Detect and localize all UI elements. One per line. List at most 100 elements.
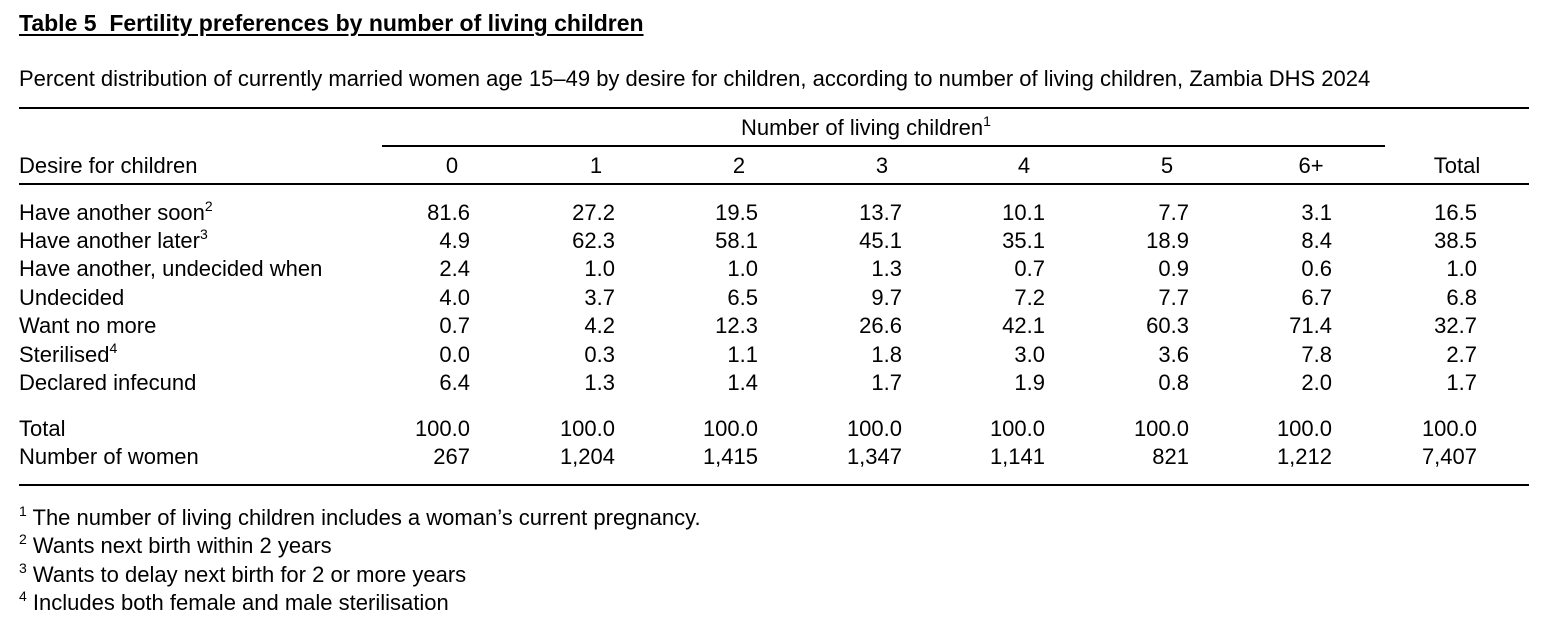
table-cell: 18.9 [1146, 228, 1189, 253]
table-cell: 7.2 [1014, 285, 1045, 310]
table-cell: 58.1 [715, 228, 758, 253]
footnote-text: Wants next birth within 2 years [26, 533, 332, 558]
table-cell: 26.6 [859, 313, 902, 338]
table-cell: 1.0 [584, 256, 615, 281]
footnote-mark: 3 [200, 226, 208, 242]
table-cell: 0.7 [439, 313, 470, 338]
table-cell: 0.9 [1158, 256, 1189, 281]
row-label-text: Want no more [19, 313, 157, 338]
table-cell: 45.1 [859, 228, 902, 253]
column-header: 5 [1160, 153, 1174, 178]
row-label: Want no more [19, 313, 156, 339]
table-cell: 2.0 [1301, 370, 1332, 395]
table-title: Table 5 Fertility preferences by number … [19, 10, 644, 36]
table-cell: 62.3 [572, 228, 615, 253]
table-cell: 38.5 [1434, 228, 1477, 253]
table-cell: 0.0 [439, 342, 470, 367]
table-cell: 12.3 [715, 313, 758, 338]
table-cell: 3.1 [1301, 200, 1332, 225]
row-label-text: Sterilised [19, 342, 110, 367]
table-cell: 8.4 [1301, 228, 1332, 253]
table-cell: 16.5 [1434, 200, 1477, 225]
column-header: 4 [1017, 153, 1031, 178]
table-cell: 7.8 [1301, 342, 1332, 367]
footnote-text: Includes both female and male sterilisat… [26, 590, 449, 615]
total-cell: 100.0 [1421, 416, 1477, 441]
table-cell: 4.9 [439, 228, 470, 253]
table-cell: 0.6 [1301, 256, 1332, 281]
row-label: Undecided [19, 285, 124, 311]
table-cell: 7.7 [1158, 200, 1189, 225]
total-cell: 100.0 [702, 416, 758, 441]
total-cell: 100.0 [1276, 416, 1332, 441]
table-cell: 1.0 [727, 256, 758, 281]
row-label-text: Have another soon [19, 200, 205, 225]
total-cell: 7,407 [1421, 444, 1477, 469]
column-header: 6+ [1298, 153, 1324, 178]
table-cell: 32.7 [1434, 313, 1477, 338]
total-cell: 100.0 [989, 416, 1045, 441]
total-cell: 100.0 [846, 416, 902, 441]
column-header: 3 [875, 153, 889, 178]
table-cell: 1.3 [871, 256, 902, 281]
footnote-text: The number of living children includes a… [26, 505, 701, 530]
total-cell: 100.0 [414, 416, 470, 441]
total-row-label: Number of women [19, 444, 199, 469]
table-cell: 3.0 [1014, 342, 1045, 367]
row-label: Have another later3 [19, 226, 208, 254]
column-header: 0 [445, 153, 459, 178]
footnote-mark: 4 [109, 340, 118, 356]
table-cell: 1.7 [1446, 370, 1477, 395]
total-cell: 1,347 [846, 444, 902, 469]
spanner-rule [382, 145, 1385, 147]
table-cell: 9.7 [871, 285, 902, 310]
table-cell: 6.4 [439, 370, 470, 395]
total-cell: 267 [433, 444, 470, 469]
table-cell: 0.7 [1014, 256, 1045, 281]
total-cell: 1,141 [989, 444, 1045, 469]
table-cell: 0.3 [584, 342, 615, 367]
table-cell: 6.7 [1301, 285, 1332, 310]
table-cell: 6.5 [727, 285, 758, 310]
footnote: 1 The number of living children includes… [19, 504, 701, 531]
footnote-mark: 4 [19, 588, 27, 604]
table-cell: 27.2 [572, 200, 615, 225]
table-cell: 10.1 [1002, 200, 1045, 225]
row-label-text: Undecided [19, 285, 125, 310]
table-cell: 1.1 [727, 342, 758, 367]
top-rule [19, 107, 1529, 109]
table-cell: 7.7 [1158, 285, 1189, 310]
column-header: Total [1433, 153, 1481, 178]
bottom-rule [19, 484, 1529, 486]
footnote: 4 Includes both female and male sterilis… [19, 588, 449, 616]
total-cell: 821 [1152, 444, 1189, 469]
table-cell: 35.1 [1002, 228, 1045, 253]
table-cell: 6.8 [1446, 285, 1477, 310]
total-row-label: Total [19, 416, 66, 441]
row-label: Have another, undecided when [19, 256, 322, 282]
footnote-text: Wants to delay next birth for 2 or more … [26, 562, 467, 587]
table-cell: 3.7 [584, 285, 615, 310]
table-cell: 1.3 [584, 370, 615, 395]
footnote: 3 Wants to delay next birth for 2 or mor… [19, 561, 467, 588]
total-cell: 1,204 [559, 444, 615, 469]
column-spanner: Number of living children1 [741, 113, 991, 141]
row-label: Declared infecund [19, 370, 196, 396]
header-rule [19, 183, 1529, 185]
table-cell: 60.3 [1146, 313, 1189, 338]
table-cell: 19.5 [715, 200, 758, 225]
table-cell: 4.0 [439, 285, 470, 310]
stub-header: Desire for children [19, 153, 198, 178]
column-spanner-label: Number of living children [741, 115, 984, 140]
column-header: 1 [589, 153, 603, 178]
table-cell: 42.1 [1002, 313, 1045, 338]
footnote-mark: 2 [19, 531, 27, 547]
row-label-text: Have another, undecided when [19, 256, 323, 281]
footnote: 2 Wants next birth within 2 years [19, 531, 332, 559]
column-spanner-footnote-mark: 1 [983, 113, 991, 129]
table-cell: 1.8 [871, 342, 902, 367]
table-cell: 0.8 [1158, 370, 1189, 395]
total-cell: 1,212 [1276, 444, 1332, 469]
table-cell: 81.6 [427, 200, 470, 225]
footnote-mark: 2 [204, 198, 213, 214]
